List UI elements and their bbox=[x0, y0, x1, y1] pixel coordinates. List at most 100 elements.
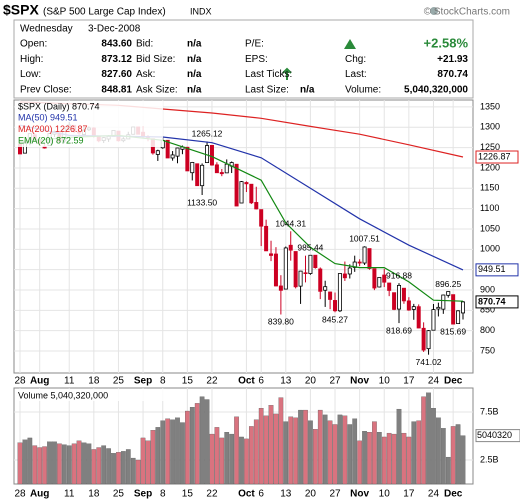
volume-bar bbox=[436, 417, 441, 485]
legend-box bbox=[15, 389, 165, 401]
x-tick-label: 11 bbox=[64, 376, 75, 387]
candle-body bbox=[397, 285, 402, 310]
candle-body bbox=[421, 327, 426, 351]
candle-body bbox=[357, 261, 362, 264]
value-tag bbox=[475, 429, 520, 443]
x-tick-label: Aug bbox=[30, 489, 49, 500]
volume-bar bbox=[312, 429, 318, 485]
candle-body bbox=[367, 248, 372, 269]
volume-bar bbox=[101, 445, 107, 485]
volume-bar bbox=[116, 452, 121, 485]
x-tick-label: 8 bbox=[160, 489, 166, 500]
candle-body bbox=[200, 164, 205, 187]
candle-body bbox=[416, 306, 421, 329]
legend-entry: $SPX (Daily) 870.74 bbox=[18, 101, 100, 111]
x-tick-label: Nov bbox=[350, 489, 369, 500]
x-tick-label: 10 bbox=[379, 376, 391, 387]
volume-bar bbox=[239, 436, 244, 485]
volume-bar bbox=[234, 416, 239, 485]
candle-body bbox=[288, 244, 293, 251]
candle-body bbox=[269, 253, 274, 256]
volume-bar bbox=[352, 418, 358, 485]
volume-bar bbox=[248, 426, 254, 485]
volume-bar bbox=[327, 420, 333, 485]
index-name: (S&P 500 Large Cap Index) bbox=[43, 7, 166, 18]
volume-bar bbox=[455, 424, 461, 485]
volume-bar bbox=[288, 416, 294, 485]
candle-body bbox=[401, 287, 406, 302]
volume-bar bbox=[47, 441, 52, 485]
volume-bar bbox=[121, 451, 126, 485]
volume-bar bbox=[150, 430, 156, 485]
volume-bar bbox=[401, 432, 407, 485]
volume-bar bbox=[431, 408, 436, 485]
quote-label: EPS: bbox=[245, 54, 268, 65]
x-tick-label: 27 bbox=[329, 489, 341, 500]
price-annotation: 916.88 bbox=[386, 270, 412, 280]
tick-arrow bbox=[282, 67, 292, 80]
price-annotation: 839.80 bbox=[268, 317, 294, 327]
volume-bar bbox=[170, 419, 175, 485]
volume-bar bbox=[367, 432, 372, 485]
price-annotation: 741.02 bbox=[416, 357, 442, 367]
x-tick-label: 10 bbox=[379, 489, 391, 500]
x-tick-label: 25 bbox=[113, 489, 125, 500]
symbol: $SPX bbox=[3, 2, 39, 18]
volume-bar bbox=[175, 417, 180, 485]
volume-bar bbox=[52, 441, 57, 485]
volume-bar bbox=[357, 440, 362, 485]
candle-body bbox=[372, 268, 377, 289]
candle-body bbox=[337, 273, 342, 312]
candle-body bbox=[303, 272, 308, 274]
quote-label: Open: bbox=[20, 39, 47, 50]
volume-bar bbox=[278, 397, 284, 485]
y-tick-label: 1250 bbox=[480, 142, 500, 152]
candle-body bbox=[273, 253, 278, 287]
volume-bar bbox=[32, 445, 38, 485]
y-tick-label: 1350 bbox=[480, 101, 500, 111]
candle-body bbox=[377, 276, 382, 288]
candle-body bbox=[155, 150, 160, 155]
quote-label: Chg: bbox=[345, 54, 366, 65]
volume-bar bbox=[445, 456, 451, 485]
quote-label: Last: bbox=[345, 69, 367, 80]
volume-bar bbox=[342, 415, 348, 485]
y-tick-label: 1050 bbox=[480, 223, 500, 233]
volume-bar bbox=[460, 435, 466, 485]
y-tick-label: 750 bbox=[480, 345, 495, 355]
x-tick-label: 18 bbox=[88, 376, 100, 387]
y-tick-label: 1100 bbox=[480, 203, 499, 213]
candle-body bbox=[347, 267, 352, 275]
candle-body bbox=[451, 294, 456, 325]
volume-bar bbox=[61, 444, 67, 485]
volume-bar bbox=[91, 449, 97, 485]
value-tag-label: 870.74 bbox=[478, 296, 506, 306]
x-tick-label: 24 bbox=[428, 376, 440, 387]
candle-body bbox=[446, 291, 451, 296]
y-tick-label: 1150 bbox=[480, 183, 499, 193]
legend-entry: EMA(20) 872.59 bbox=[18, 135, 84, 145]
candle-body bbox=[209, 145, 214, 166]
volume-bar bbox=[421, 396, 426, 485]
candle-body bbox=[460, 301, 465, 314]
volume-bar bbox=[376, 432, 382, 485]
volume-bar bbox=[450, 426, 456, 485]
volume-bar bbox=[214, 427, 220, 485]
price-annotation: 845.27 bbox=[322, 315, 348, 325]
value-tag bbox=[475, 295, 519, 309]
quote-label: Prev Close: bbox=[20, 85, 72, 96]
x-tick-label: 11 bbox=[64, 489, 75, 500]
y-tick-label: 850 bbox=[480, 305, 495, 315]
volume-bar bbox=[322, 414, 328, 485]
volume-bar bbox=[362, 431, 367, 485]
volume-bar bbox=[317, 409, 323, 485]
x-tick-label: Dec bbox=[444, 489, 463, 500]
value-tag bbox=[475, 150, 519, 164]
volume-bar bbox=[111, 453, 116, 485]
quote-value: 873.12 bbox=[101, 54, 132, 65]
volume-bar bbox=[347, 424, 353, 485]
volume-bar bbox=[411, 421, 417, 485]
x-tick-label: 15 bbox=[182, 489, 194, 500]
quote-value: 5,040,320,000 bbox=[404, 85, 468, 96]
candle-body bbox=[387, 282, 392, 291]
